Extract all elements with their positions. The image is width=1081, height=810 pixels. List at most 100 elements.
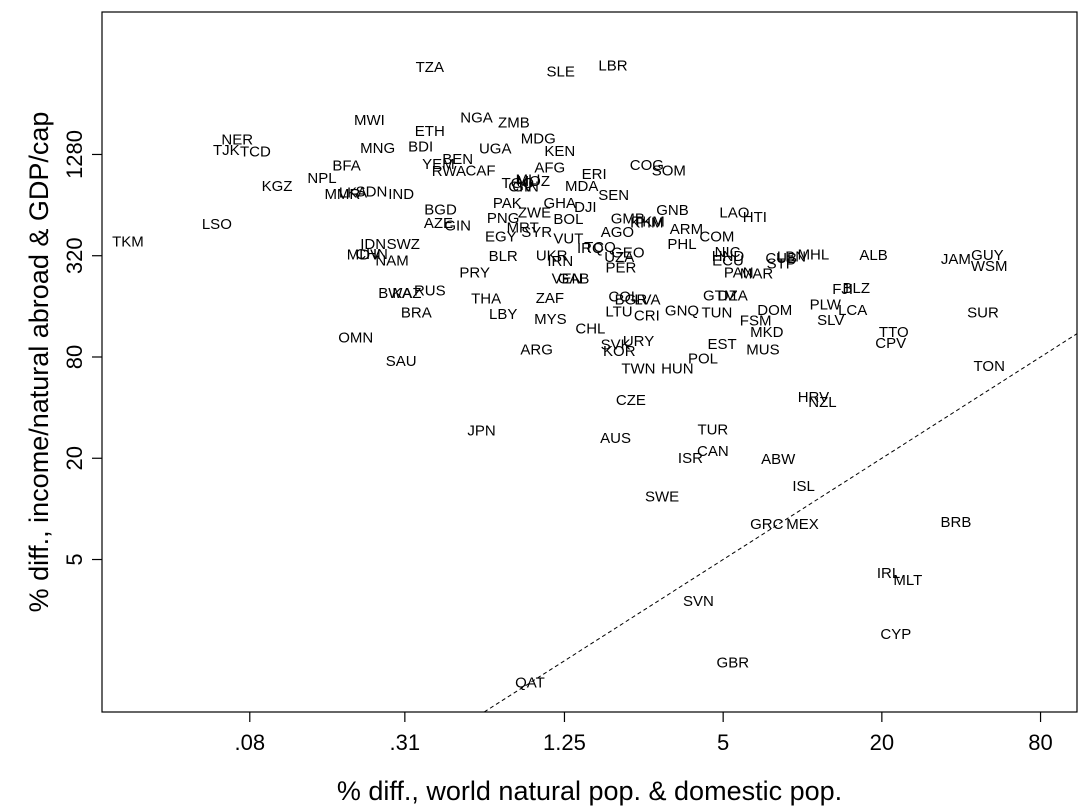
point-label: MAR (740, 265, 774, 282)
point-label: FJI (832, 281, 853, 298)
point-label: TGO (502, 175, 535, 192)
point-label: LCA (838, 302, 867, 319)
point-label: UKR (536, 248, 568, 265)
point-label: MUS (746, 342, 779, 359)
point-label: SEN (598, 187, 629, 204)
point-label: TCD (240, 144, 271, 161)
x-tick-label: .31 (390, 730, 421, 755)
point-label: SWZ (387, 236, 420, 253)
point-label: CHL (575, 321, 605, 338)
point-label: MLT (893, 572, 922, 589)
point-label: NPL (307, 170, 336, 187)
point-label: LKA (339, 184, 367, 201)
point-label: TWN (621, 360, 655, 377)
point-label: GTM (703, 288, 736, 305)
point-label: CIV (508, 178, 533, 195)
y-tick-label: 5 (62, 553, 87, 565)
point-label: SVK (601, 337, 631, 354)
point-label: KAZ (392, 285, 421, 302)
point-label: PAN (724, 265, 754, 282)
point-label: KOR (603, 343, 636, 360)
point-label: JPN (467, 423, 495, 440)
point-label: BGR (615, 292, 648, 309)
point-label: TTO (879, 324, 909, 341)
point-label: SUR (967, 305, 999, 322)
point-label: GHA (544, 195, 577, 212)
point-label: NZL (808, 394, 836, 411)
reference-line-45deg (483, 333, 1078, 713)
point-label: JAM (941, 251, 971, 268)
x-axis-label: % diff., world natural pop. & domestic p… (337, 776, 842, 806)
point-label: CYP (880, 626, 911, 643)
point-label: CZE (616, 392, 646, 409)
point-label: LBY (489, 306, 517, 323)
point-label: SLE (547, 64, 575, 81)
point-label: QAT (515, 675, 545, 692)
point-label: BOL (553, 211, 583, 228)
point-label: MOZ (517, 173, 550, 190)
point-label: DOM (757, 302, 792, 319)
point-label: TKM (112, 233, 144, 250)
point-label: LBR (598, 57, 627, 74)
point-label: BRA (401, 305, 432, 322)
point-label: RUS (414, 282, 446, 299)
point-label: KGZ (262, 178, 293, 195)
point-label: BLR (489, 248, 518, 265)
point-label: NGA (460, 110, 493, 127)
point-label: MLI (516, 171, 541, 188)
point-label: THA (471, 290, 501, 307)
point-label: MMR (324, 186, 360, 203)
y-tick-label: 80 (62, 345, 87, 369)
point-label: CRI (634, 308, 660, 325)
point-label: IRQ (577, 240, 604, 257)
point-label: GIN (444, 217, 471, 234)
point-label: AZE (424, 215, 453, 232)
point-label: ISR (678, 450, 703, 467)
point-label: TUN (702, 305, 733, 322)
plot-frame (101, 11, 1078, 713)
x-tick-label: 5 (717, 730, 729, 755)
point-label: PER (606, 259, 637, 276)
point-label: RWA (432, 163, 466, 180)
point-label: BFA (332, 158, 360, 175)
point-label: MEX (786, 516, 819, 533)
point-label: LSO (202, 216, 232, 233)
point-label: MHL (798, 247, 830, 264)
point-label: POL (688, 350, 718, 367)
point-label: BGD (424, 202, 457, 219)
point-label: BWA (378, 285, 412, 302)
point-label: ALB (859, 247, 887, 264)
point-label: GMB (611, 210, 645, 227)
point-label: PLW (810, 297, 842, 314)
point-label: MDV (347, 247, 380, 264)
x-tick-label: 80 (1028, 730, 1052, 755)
point-label: ZWE (518, 205, 551, 222)
point-label: UGA (479, 141, 512, 158)
y-tick-label: 1280 (62, 130, 87, 179)
point-label: SVN (683, 593, 714, 610)
point-label: AUS (600, 430, 631, 447)
point-label: CHN (355, 246, 388, 263)
point-label: AFG (534, 159, 565, 176)
point-label: TCQ (584, 239, 616, 256)
point-label: IRN (547, 253, 573, 270)
point-label: BRB (941, 514, 972, 531)
point-label: FSM (740, 312, 772, 329)
point-label: EST (708, 336, 737, 353)
point-label: SAU (386, 353, 417, 370)
point-label: MWI (354, 112, 385, 129)
point-label: CAN (697, 443, 729, 460)
point-label: MKD (750, 324, 784, 341)
point-label: COG (630, 157, 664, 174)
point-label: SOM (652, 163, 686, 180)
point-label: BDI (408, 139, 433, 156)
point-label: NER (221, 131, 253, 148)
x-axis: .08 .31 1.25 5 20 80 (234, 712, 1053, 755)
point-label: NAM (375, 252, 408, 269)
point-label: EGY (485, 228, 517, 245)
point-label: IRL (877, 565, 900, 582)
point-label: PAK (493, 195, 522, 212)
point-label: GIN (512, 179, 539, 196)
point-label: HTI (743, 209, 767, 226)
